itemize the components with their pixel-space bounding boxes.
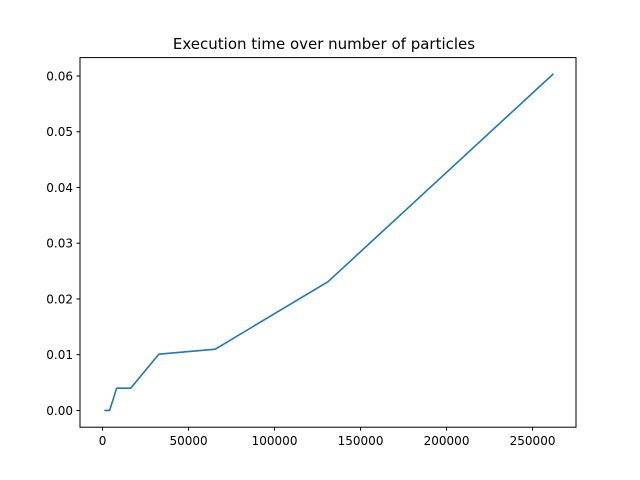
x-tick-label: 200000	[424, 434, 470, 448]
chart-title: Execution time over number of particles	[173, 35, 475, 53]
y-tick-label: 0.04	[46, 181, 73, 195]
y-tick-label: 0.05	[46, 125, 73, 139]
series-layer	[104, 73, 554, 412]
plot-area-frame	[79, 57, 577, 428]
x-tick-label: 150000	[338, 434, 384, 448]
x-tick-label: 50000	[169, 434, 207, 448]
y-tick-label: 0.03	[46, 237, 73, 251]
y-axis: 0.00 0.01 0.02 0.03 0.04 0.05 0.06	[46, 69, 80, 418]
y-tick-label: 0.02	[46, 292, 73, 306]
x-tick-label: 250000	[510, 434, 556, 448]
x-axis: 0 50000 100000 150000 200000 250000	[99, 427, 556, 448]
x-tick-label: 0	[99, 434, 107, 448]
x-tick-label: 100000	[252, 434, 298, 448]
y-tick-label: 0.06	[46, 69, 73, 83]
y-tick-label: 0.00	[46, 404, 73, 418]
series-line-0	[104, 73, 554, 412]
y-tick-label: 0.01	[46, 348, 73, 362]
